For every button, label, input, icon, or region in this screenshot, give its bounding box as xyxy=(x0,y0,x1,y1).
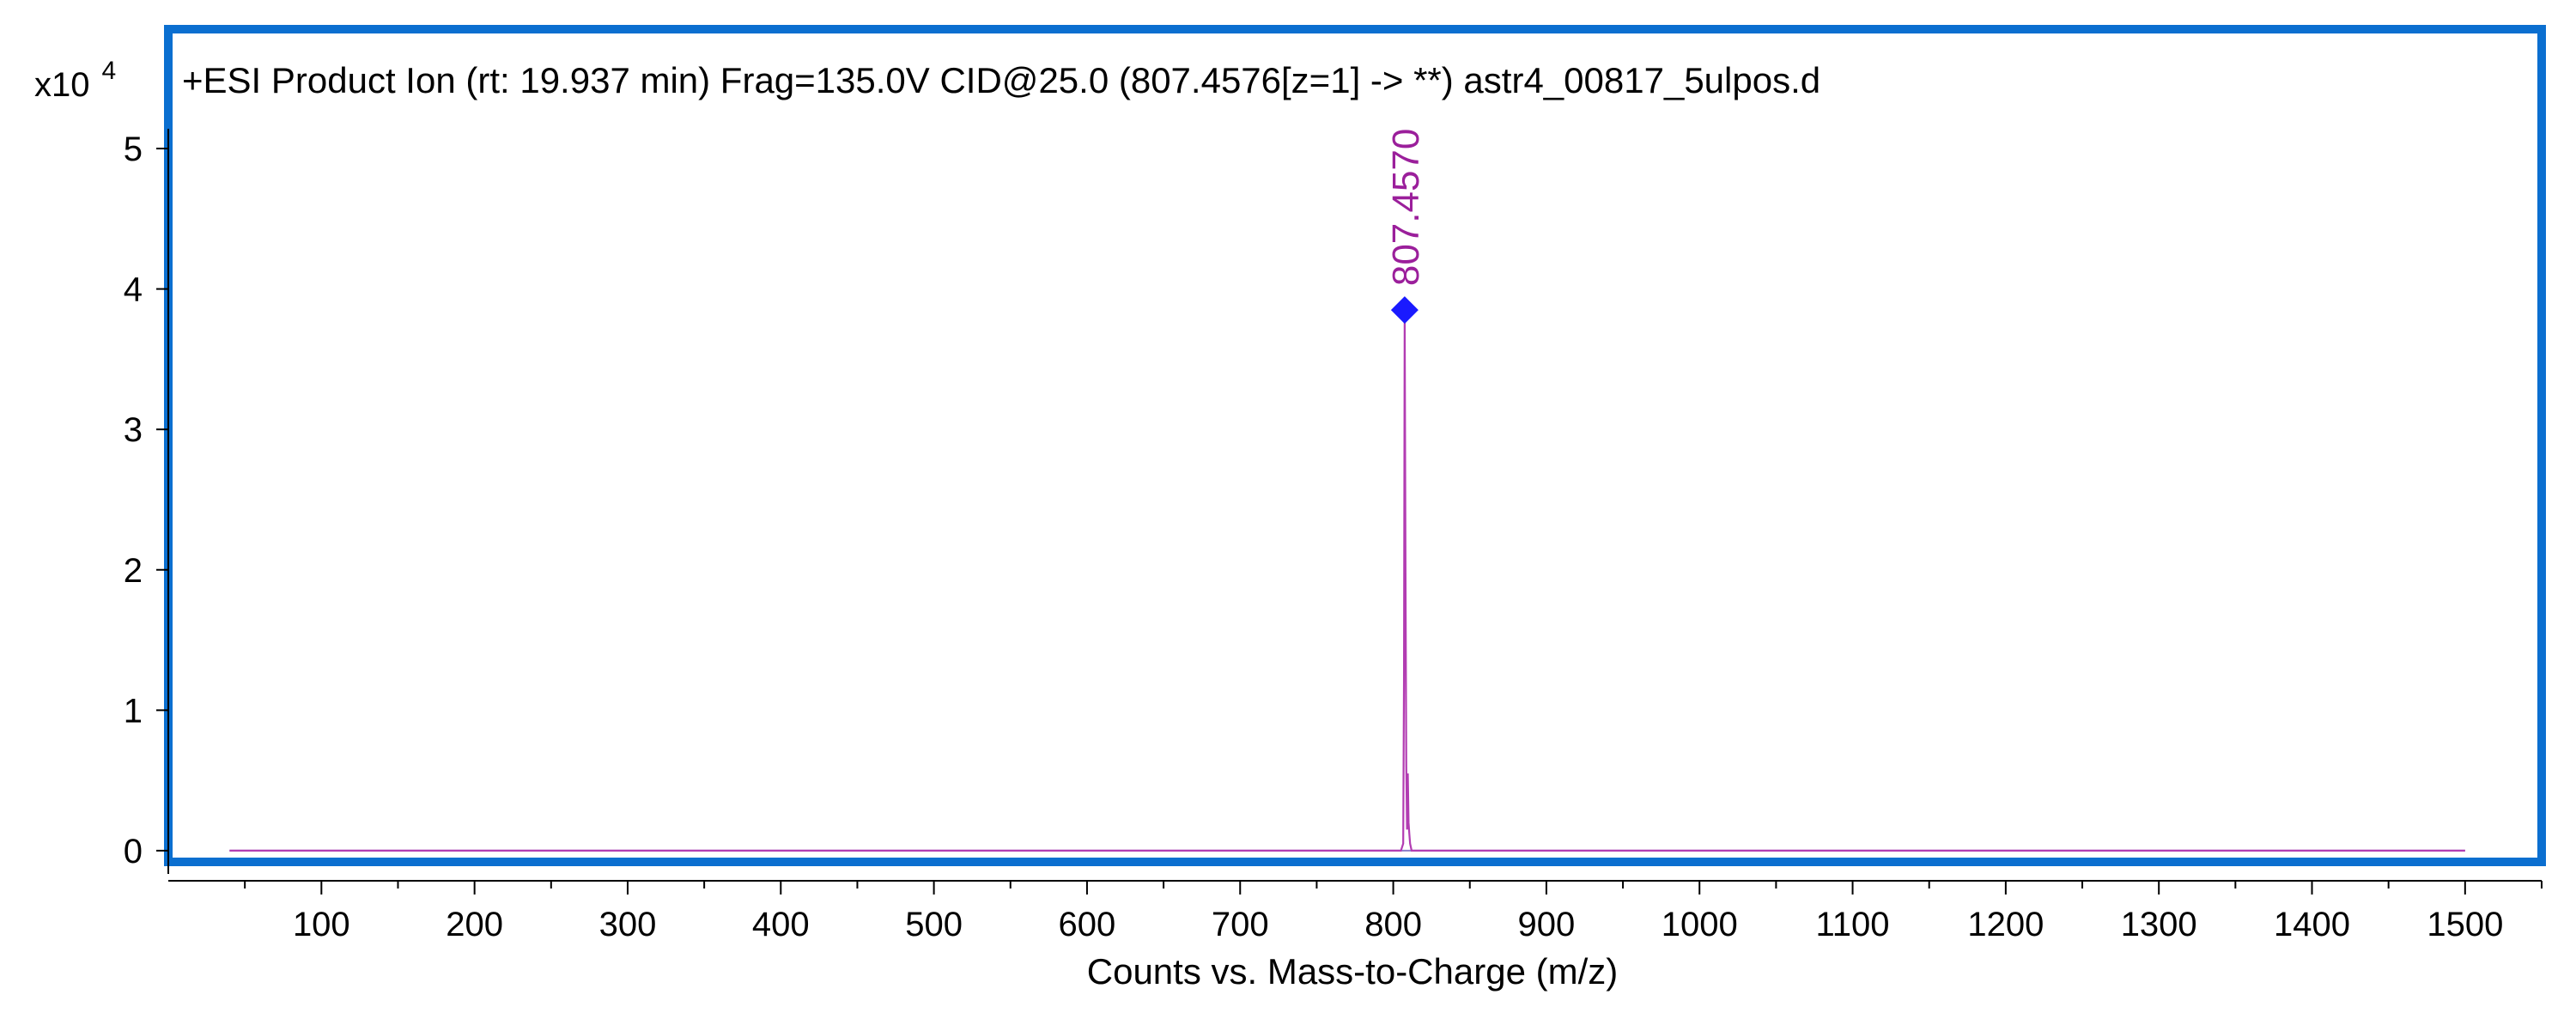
x-tick-label: 1200 xyxy=(1967,906,2044,943)
x-tick-label: 700 xyxy=(1212,906,1269,943)
y-axis-multiplier: x10 4 xyxy=(34,57,116,104)
x-tick-label: 300 xyxy=(599,906,657,943)
x-axis-title: Counts vs. Mass-to-Charge (m/z) xyxy=(1087,951,1618,992)
y-multiplier-base: x10 xyxy=(34,66,90,104)
x-tick-label: 200 xyxy=(446,906,503,943)
x-tick-label: 1000 xyxy=(1662,906,1738,943)
x-tick-label: 1100 xyxy=(1816,906,1890,943)
x-tick-label: 600 xyxy=(1059,906,1116,943)
x-tick-label: 500 xyxy=(905,906,963,943)
y-multiplier-exponent: 4 xyxy=(102,57,117,85)
x-tick-label: 800 xyxy=(1364,906,1422,943)
x-tick-label: 1300 xyxy=(2121,906,2197,943)
x-tick-label: 400 xyxy=(752,906,810,943)
y-tick-label: 1 xyxy=(124,692,143,730)
peak-label: 807.4570 xyxy=(1385,129,1427,287)
y-tick-label: 5 xyxy=(124,130,143,168)
plot-frame xyxy=(164,25,2546,866)
y-tick-label: 3 xyxy=(124,411,143,449)
y-tick-label: 2 xyxy=(124,552,143,590)
y-tick-label: 4 xyxy=(124,271,143,309)
x-tick-label: 1500 xyxy=(2427,906,2503,943)
x-tick-label: 1400 xyxy=(2274,906,2350,943)
x-tick-label: 900 xyxy=(1518,906,1576,943)
x-tick-label: 100 xyxy=(293,906,350,943)
peak-marker-diamond xyxy=(1390,296,1419,324)
spectrum-series-0 xyxy=(229,310,2465,852)
y-tick-label: 0 xyxy=(124,833,143,870)
chart-title: +ESI Product Ion (rt: 19.937 min) Frag=1… xyxy=(182,60,1820,100)
